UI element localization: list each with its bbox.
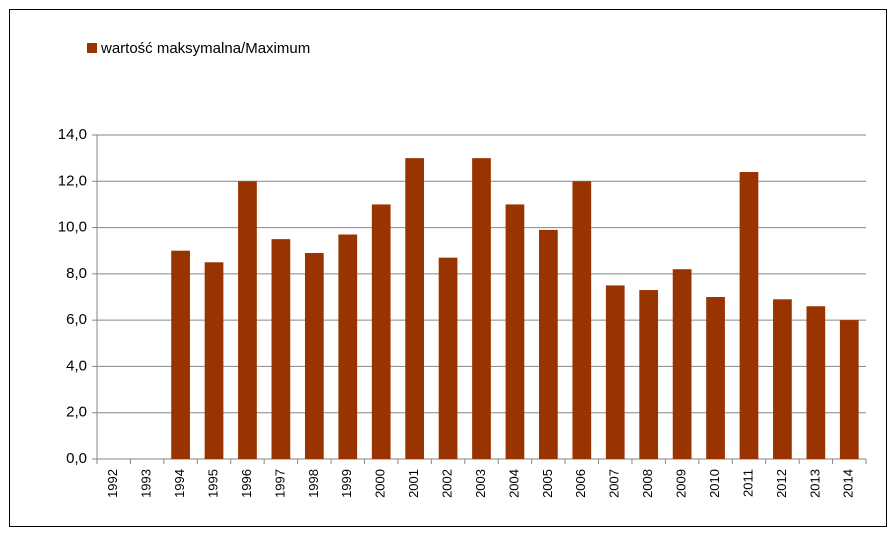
bar — [806, 306, 826, 459]
x-tick-label: 1998 — [306, 469, 321, 498]
bar — [171, 250, 190, 459]
bar — [539, 229, 558, 459]
y-tick-label: 10,0 — [58, 219, 87, 236]
x-tick-label: 1992 — [105, 469, 120, 498]
legend-label: wartość maksymalna/Maximum — [100, 40, 310, 57]
x-tick-label: 2010 — [707, 469, 722, 498]
bar — [839, 320, 859, 459]
bar — [639, 290, 659, 459]
y-tick-label: 4,0 — [66, 357, 87, 374]
x-tick-label: 1997 — [272, 469, 287, 498]
x-tick-label: 2006 — [573, 469, 588, 498]
bar — [304, 253, 324, 459]
x-tick-label: 1996 — [239, 469, 254, 498]
bar — [338, 234, 358, 459]
legend-swatch — [87, 43, 97, 53]
x-tick-label: 2000 — [373, 469, 388, 498]
bar — [472, 158, 491, 459]
y-tick-label: 2,0 — [66, 404, 87, 421]
bar — [204, 262, 224, 459]
x-tick-label: 2005 — [540, 469, 555, 498]
bar — [238, 181, 257, 460]
x-tick-label: 1993 — [139, 469, 154, 498]
x-tick-label: 2014 — [841, 469, 856, 498]
x-tick-label: 2007 — [607, 469, 622, 498]
y-tick-label: 0,0 — [66, 450, 87, 467]
x-tick-label: 2008 — [640, 469, 655, 498]
x-tick-label: 2001 — [406, 469, 421, 498]
y-tick-label: 6,0 — [66, 311, 87, 328]
x-tick-label: 2004 — [506, 469, 521, 498]
bar — [438, 257, 458, 459]
x-tick-label: 1994 — [172, 469, 187, 498]
bar — [572, 181, 592, 460]
bar — [773, 299, 792, 459]
x-tick-label: 2012 — [774, 469, 789, 498]
bar — [672, 269, 692, 459]
x-tick-label: 2009 — [674, 469, 689, 498]
x-tick-label: 2002 — [440, 469, 455, 498]
y-tick-label: 8,0 — [66, 265, 87, 282]
x-tick-label: 2013 — [807, 469, 822, 498]
bar — [371, 204, 391, 459]
bar — [505, 204, 525, 459]
bar — [405, 158, 424, 459]
bar — [706, 297, 725, 459]
bar — [739, 172, 759, 459]
x-tick-label: 2011 — [740, 469, 755, 497]
bar — [605, 285, 625, 459]
x-tick-label: 1995 — [205, 469, 220, 498]
x-tick-label: 1999 — [339, 469, 354, 498]
x-tick-label: 2003 — [473, 469, 488, 498]
y-tick-label: 12,0 — [58, 172, 87, 189]
bar — [271, 239, 291, 459]
y-tick-label: 14,0 — [58, 126, 87, 143]
